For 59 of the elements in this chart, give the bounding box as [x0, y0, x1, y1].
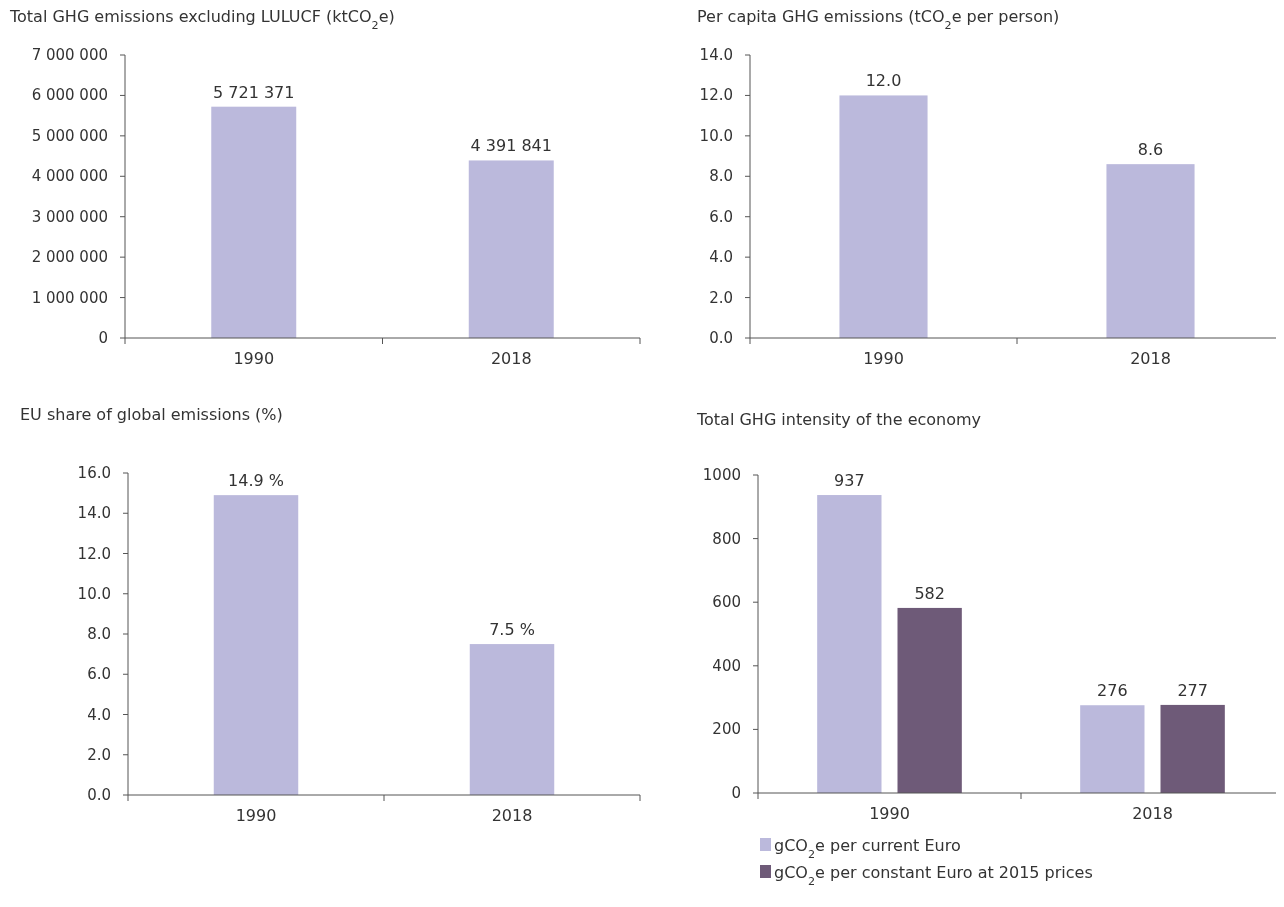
y-tick-label: 7 000 000 — [31, 46, 108, 64]
bar — [1080, 705, 1145, 793]
y-tick-label: 600 — [712, 593, 741, 612]
y-tick-label: 2 000 000 — [31, 248, 108, 267]
data-label: 14.9 % — [228, 471, 284, 491]
y-tick-label: 12.0 — [699, 86, 733, 105]
y-tick-label: 400 — [712, 656, 741, 675]
y-tick-label: 800 — [712, 529, 741, 548]
y-tick-label: 16.0 — [77, 464, 111, 482]
y-tick-label: 5 000 000 — [31, 126, 108, 145]
chart-title: Total GHG intensity of the economy — [696, 410, 982, 429]
x-tick-label: 1990 — [233, 349, 275, 368]
y-tick-label: 2.0 — [87, 745, 111, 764]
data-label: 8.6 — [1137, 140, 1164, 160]
y-tick-label: 3 000 000 — [31, 207, 108, 226]
bar — [1160, 704, 1225, 793]
data-label: 937 — [834, 471, 865, 491]
data-label: 12.0 — [865, 71, 902, 91]
x-tick-label: 1990 — [863, 349, 904, 368]
y-tick-label: 6 000 000 — [31, 86, 108, 105]
y-tick-label: 4 000 000 — [31, 167, 108, 186]
bar — [897, 607, 962, 793]
data-label: 277 — [1177, 680, 1208, 700]
y-tick-label: 14.0 — [77, 504, 111, 523]
chart-title: Per capita GHG emissions (tCO$_{2}$e per person) — [697, 7, 1060, 32]
y-tick-label: 10.0 — [77, 584, 111, 603]
y-tick-label: 6.0 — [709, 207, 733, 226]
chart-title: Total GHG emissions excluding LULUCF (ktCO$_{2}$e) — [9, 7, 395, 32]
bar — [817, 495, 882, 793]
data-label: 4 391 841 — [470, 136, 552, 156]
y-tick-label: 8.0 — [709, 167, 733, 186]
x-tick-label: 2018 — [1130, 349, 1171, 368]
y-tick-label: 0 — [98, 329, 108, 347]
data-label: 7.5 % — [489, 620, 535, 640]
chart-title: EU share of global emissions (%) — [20, 405, 283, 424]
x-tick-label: 1990 — [235, 806, 277, 825]
y-tick-label: 10.0 — [699, 126, 733, 145]
y-tick-label: 0.0 — [709, 329, 733, 347]
data-label: 276 — [1097, 681, 1128, 701]
x-tick-label: 1990 — [869, 804, 910, 823]
x-tick-label: 2018 — [1132, 804, 1173, 823]
y-tick-label: 12.0 — [77, 544, 111, 563]
legend-label: gCO$_{2}$e per constant Euro at 2015 prices — [774, 863, 1093, 888]
y-tick-label: 6.0 — [87, 665, 111, 684]
x-tick-label: 2018 — [491, 806, 533, 825]
y-tick-label: 2.0 — [709, 288, 733, 307]
y-tick-label: 1000 — [702, 466, 741, 484]
y-tick-label: 4.0 — [87, 705, 111, 724]
data-label: 5 721 371 — [213, 82, 295, 102]
y-tick-label: 8.0 — [87, 625, 111, 643]
x-tick-label: 2018 — [490, 349, 532, 368]
y-tick-label: 14.0 — [699, 46, 733, 64]
y-tick-label: 0 — [731, 784, 741, 802]
data-label: 582 — [914, 583, 945, 603]
y-tick-label: 1 000 000 — [31, 288, 108, 307]
y-tick-label: 0.0 — [87, 786, 111, 804]
legend-label: gCO$_{2}$e per current Euro — [774, 836, 961, 861]
y-tick-label: 200 — [712, 720, 741, 739]
y-tick-label: 4.0 — [709, 248, 733, 267]
